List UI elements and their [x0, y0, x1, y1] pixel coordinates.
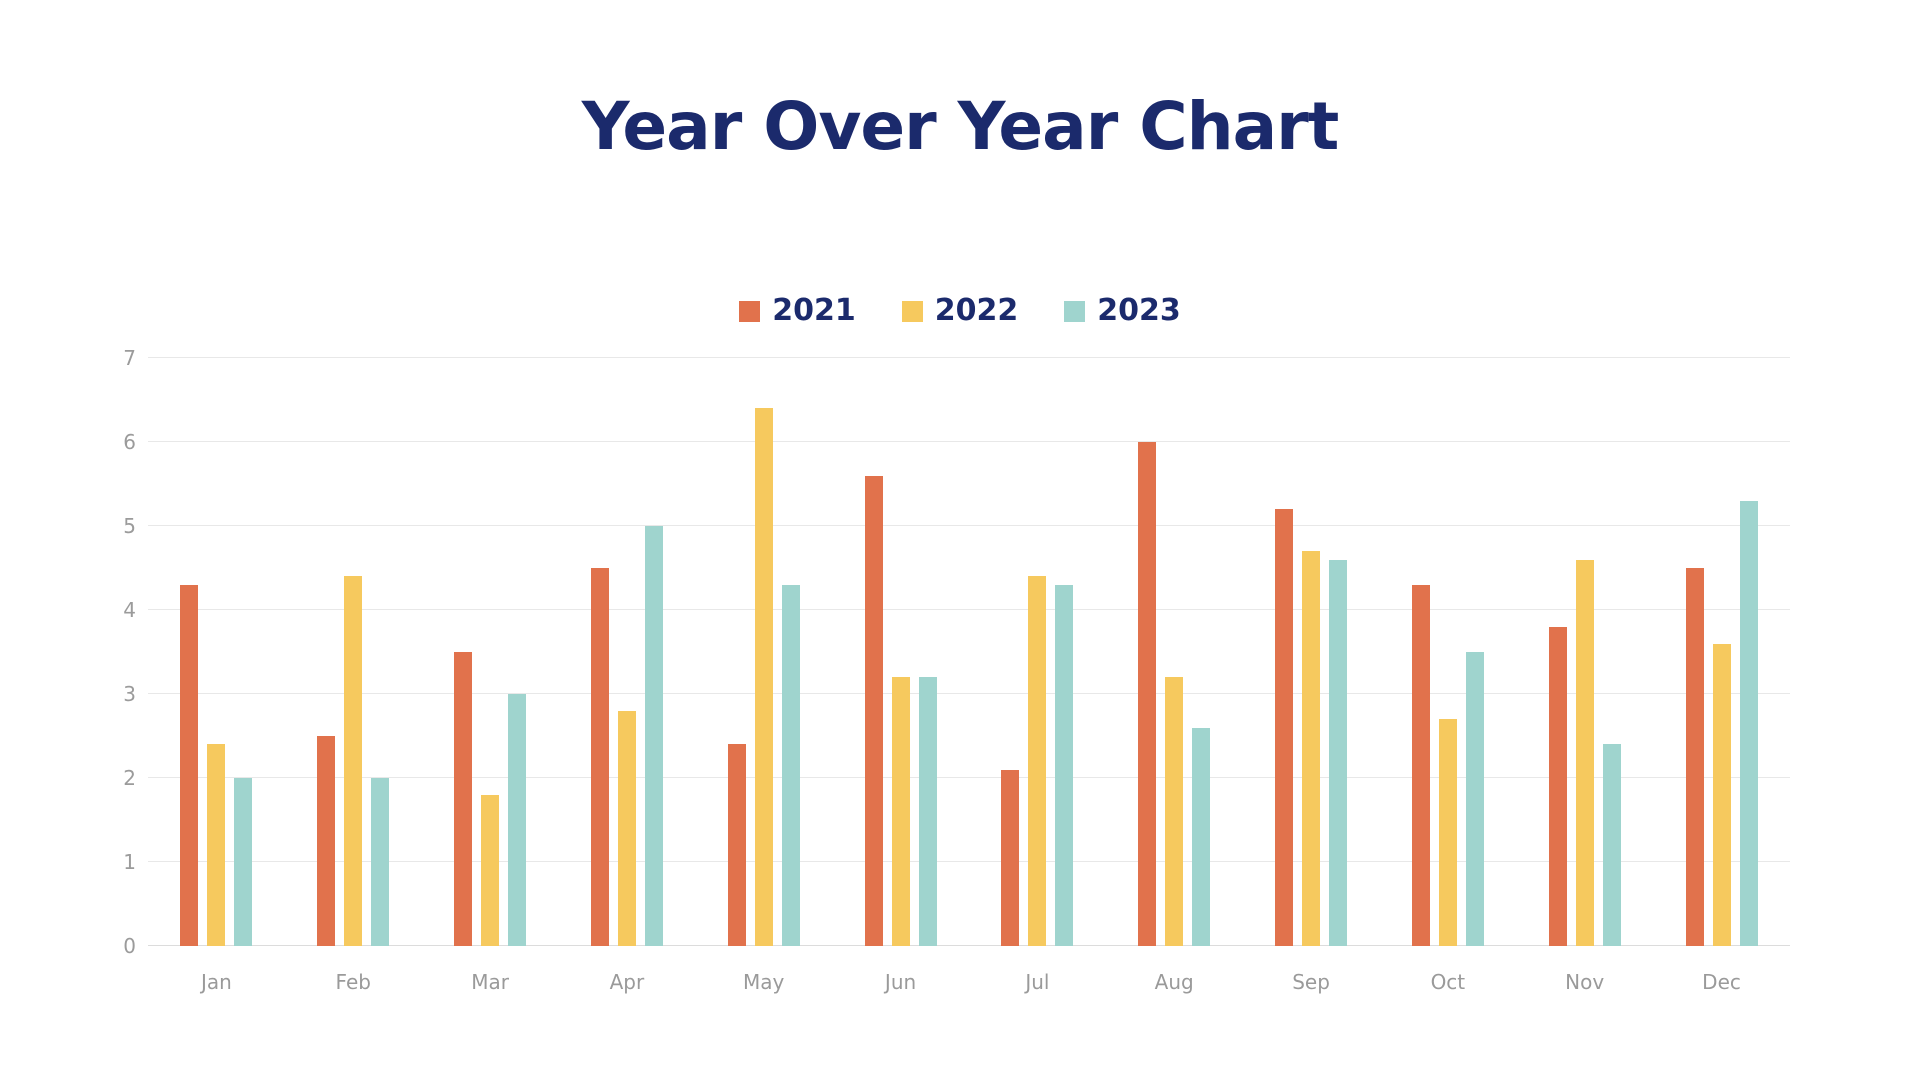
legend: 2021 2022 2023 [0, 296, 1920, 326]
gridline-7 [148, 357, 1790, 358]
x-axis-label-aug: Aug [1154, 970, 1194, 994]
bar-2022-jul [1028, 576, 1047, 946]
x-axis-labels: Jan Feb Mar Apr May Jun Jul Aug Sep Oct Nov Dec [148, 970, 1790, 994]
y-axis-label-7: 7 [123, 346, 136, 370]
bar-2022-oct [1438, 719, 1457, 946]
bar-2021-may [727, 744, 746, 946]
bar-group-apr [558, 358, 695, 946]
x-axis-label-mar: Mar [471, 970, 509, 994]
y-axis-label-5: 5 [123, 514, 136, 538]
bar-2022-feb [344, 576, 363, 946]
y-axis-label-3: 3 [123, 682, 136, 706]
bar-group-jan [148, 358, 285, 946]
bar-2021-nov [1548, 626, 1567, 946]
bar-2021-jul [1001, 769, 1020, 946]
x-axis-label-apr: Apr [609, 970, 645, 994]
legend-label: 2022 [934, 293, 1019, 328]
bar-2022-may [754, 408, 773, 946]
bar-group-feb [285, 358, 422, 946]
legend-label: 2023 [1097, 293, 1181, 328]
gridline-5 [148, 525, 1790, 526]
legend-swatch-icon [1064, 300, 1086, 322]
gridline-0 [148, 945, 1790, 946]
bar-2021-oct [1411, 584, 1430, 946]
bar-2023-apr [644, 526, 663, 946]
bar-groups [148, 358, 1790, 946]
legend-item-2021: 2021 [739, 296, 856, 326]
gridline-6 [148, 441, 1790, 442]
bar-2022-jan [207, 744, 226, 946]
bar-2023-mar [508, 694, 527, 946]
y-axis-label-0: 0 [123, 934, 136, 958]
y-axis-label-2: 2 [123, 766, 136, 790]
gridline-3 [148, 693, 1790, 694]
bar-2023-may [781, 584, 800, 946]
bar-group-mar [422, 358, 559, 946]
bar-2022-jun [891, 677, 910, 946]
bar-2022-mar [481, 794, 500, 946]
chart-title: Year Over Year Chart [581, 88, 1340, 165]
legend-label: 2021 [772, 293, 856, 328]
x-axis-label-feb: Feb [335, 970, 371, 994]
gridline-2 [148, 777, 1790, 778]
bar-2021-sep [1275, 509, 1294, 946]
bar-group-nov [1516, 358, 1653, 946]
bar-group-jul [969, 358, 1106, 946]
x-axis-label-nov: Nov [1565, 970, 1605, 994]
bar-2021-dec [1685, 568, 1704, 946]
bar-2023-sep [1329, 559, 1348, 946]
bar-2023-aug [1192, 727, 1211, 946]
bar-2021-jun [864, 475, 883, 946]
bar-2021-mar [454, 652, 473, 946]
bar-2021-feb [317, 736, 336, 946]
x-axis-label-oct: Oct [1430, 970, 1466, 994]
x-axis-label-jun: Jun [884, 970, 917, 994]
x-axis-label-jan: Jan [200, 970, 232, 994]
legend-swatch-icon [901, 300, 923, 322]
bar-group-may [695, 358, 832, 946]
bar-2023-jun [918, 677, 937, 946]
bar-group-aug [1106, 358, 1243, 946]
gridline-1 [148, 861, 1790, 862]
bar-2023-nov [1602, 744, 1621, 946]
legend-item-2022: 2022 [901, 293, 1019, 328]
y-axis-label-6: 6 [123, 430, 136, 454]
x-axis-label-dec: Dec [1702, 970, 1741, 994]
plot-area [148, 357, 1790, 946]
bar-2023-jan [234, 778, 253, 946]
bar-2023-feb [371, 778, 390, 946]
bar-2022-apr [617, 710, 636, 946]
bar-2021-jan [180, 584, 199, 946]
gridline-4 [148, 609, 1790, 610]
legend-swatch-icon [739, 300, 761, 322]
bar-group-sep [1243, 358, 1380, 946]
bar-group-oct [1379, 358, 1516, 946]
y-axis-label-1: 1 [123, 850, 136, 874]
bar-2022-dec [1712, 643, 1731, 946]
bar-2023-dec [1739, 500, 1758, 946]
bar-group-dec [1653, 358, 1790, 946]
bar-group-jun [832, 358, 969, 946]
x-axis-label-sep: Sep [1292, 970, 1330, 994]
x-axis-label-jul: Jul [1025, 970, 1050, 994]
x-axis-label-may: May [743, 970, 785, 994]
bar-2023-oct [1465, 652, 1484, 946]
y-axis-label-4: 4 [123, 598, 136, 622]
bar-2022-aug [1165, 677, 1184, 946]
bar-2022-nov [1575, 559, 1594, 946]
bar-2021-apr [590, 568, 609, 946]
bar-2023-jul [1055, 584, 1074, 946]
legend-item-2023: 2023 [1064, 296, 1181, 326]
bar-2022-sep [1302, 551, 1321, 946]
bar-2021-aug [1138, 442, 1157, 946]
